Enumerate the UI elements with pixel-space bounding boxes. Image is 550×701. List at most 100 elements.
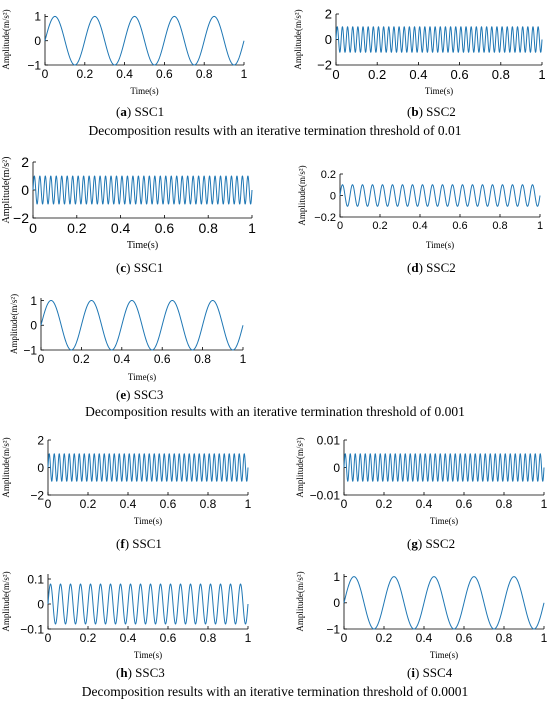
x-axis-label-b: Time(s)	[425, 86, 453, 96]
y-tick-label-h-1: 0	[37, 597, 44, 611]
x-axis-label-f: Time(s)	[134, 516, 162, 526]
x-tick-label-h-0: 0	[45, 631, 52, 645]
x-axis-label-h: Time(s)	[134, 650, 162, 660]
y-tick-label-b-0: −2	[317, 58, 332, 73]
x-tick-label-f-1: 0.2	[80, 497, 97, 511]
x-tick-label-b-0: 0	[332, 67, 339, 82]
x-tick-label-h-5: 1	[245, 631, 252, 645]
x-tick-label-c-3: 0.6	[155, 220, 175, 236]
section-title-3: Decomposition results with an iterative …	[81, 684, 469, 699]
y-tick-label-i-0: −1	[326, 622, 340, 636]
y-tick-label-g-2: 0.01	[317, 433, 341, 447]
x-tick-label-i-2: 0.4	[416, 631, 433, 645]
y-tick-label-c-1: 0	[21, 182, 29, 198]
x-tick-label-g-0: 0	[341, 497, 348, 511]
y-tick-label-d-2: 0.2	[321, 169, 336, 181]
chart-panel-d: 0 0.2 0.4 0.6 0.8 1 −0.2 0 0.2 Time(s) Amplitude(m…	[296, 154, 546, 250]
x-axis-label-e: Time(s)	[128, 372, 156, 382]
y-tick-label-b-1: 0	[325, 32, 332, 47]
x-tick-label-c-2: 0.4	[111, 220, 131, 236]
series-line-a-0	[44, 15, 245, 66]
y-tick-label-h-2: 0.1	[27, 572, 44, 586]
caption-e: (e) SSC3	[116, 387, 164, 402]
chart-panel-e: 0 0.2 0.4 0.6 0.8 1 −1 0 1 Time(s) Amplitude(m/s²)	[8, 290, 248, 382]
chart-panel-f: 0 0.2 0.4 0.6 0.8 1 −2 0 2 Time(s) Amplitude(m/s²)	[0, 432, 252, 526]
y-tick-label-e-1: 0	[30, 319, 37, 333]
x-tick-label-a-3: 0.6	[156, 67, 173, 81]
x-tick-label-g-5: 1	[541, 497, 548, 511]
y-axis-label-h: Amplitude(m/s²)	[1, 571, 11, 631]
y-axis-label-e: Amplitude(m/s²)	[9, 294, 19, 354]
series-line-e-0	[40, 299, 244, 351]
caption-b: (b) SSC2	[407, 104, 456, 119]
x-tick-label-f-4: 0.8	[200, 497, 217, 511]
y-tick-label-a-1: 0	[34, 34, 41, 48]
y-axis-label-g: Amplitude(m/s²)	[295, 437, 305, 497]
y-axis-label-f: Amplitude(m/s²)	[1, 437, 11, 497]
y-axis-label-a: Amplitude(m/s²)	[1, 9, 11, 69]
x-tick-label-i-4: 0.8	[496, 631, 513, 645]
chart-svg-d: 0 0.2 0.4 0.6 0.8 1−0.200.2Time(s)Amplitude(m…	[297, 165, 543, 250]
y-tick-label-i-1: 0	[333, 596, 340, 610]
y-tick-label-a-2: 1	[34, 10, 41, 24]
y-tick-label-f-2: 2	[37, 433, 44, 447]
series-line-f-0	[47, 453, 249, 482]
x-tick-label-d-1: 0.2	[372, 220, 387, 232]
y-tick-label-g-1: 0	[333, 461, 340, 475]
x-tick-label-a-4: 0.8	[196, 67, 213, 81]
caption-h: (h) SSC3	[116, 665, 165, 680]
y-axis-label-b: Amplitude(m/s²)	[293, 9, 303, 69]
x-tick-label-c-5: 1	[248, 220, 256, 236]
x-tick-label-f-5: 1	[245, 497, 252, 511]
y-axis-label-i: Amplitude(m/s²)	[295, 571, 305, 631]
y-tick-label-g-0: −0.01	[310, 488, 341, 502]
x-tick-label-d-2: 0.4	[412, 220, 427, 232]
y-axis-label-d: Amplitude(m/s²)	[297, 165, 307, 225]
series-line-d-0	[339, 184, 541, 207]
x-tick-label-f-0: 0	[45, 497, 52, 511]
x-tick-label-h-1: 0.2	[80, 631, 97, 645]
y-tick-label-c-0: −2	[13, 210, 29, 226]
x-tick-label-i-1: 0.2	[376, 631, 393, 645]
x-tick-label-e-2: 0.4	[113, 352, 130, 366]
section-title-1: Decomposition results with an iterative …	[88, 123, 462, 138]
series-line-h-0	[47, 583, 249, 625]
x-tick-label-h-4: 0.8	[200, 631, 217, 645]
series-line-b-0	[335, 26, 543, 53]
chart-panel-h: 0 0.2 0.4 0.6 0.8 1 −0.1 0 0.1 Time(s) Amplitude(m…	[0, 566, 252, 660]
x-tick-label-c-4: 0.8	[198, 220, 218, 236]
y-tick-label-e-2: 1	[30, 294, 37, 308]
x-tick-label-e-0: 0	[38, 352, 45, 366]
x-axis-label-g: Time(s)	[430, 516, 458, 526]
y-tick-label-h-0: −0.1	[20, 622, 44, 636]
caption-i: (i) SSC4	[407, 665, 453, 680]
x-tick-label-b-3: 0.6	[451, 67, 469, 82]
y-tick-label-d-0: −0.2	[314, 212, 336, 224]
series-line-i-0	[343, 576, 545, 630]
x-tick-label-i-3: 0.6	[456, 631, 473, 645]
y-tick-label-a-0: −1	[27, 58, 41, 72]
y-tick-label-c-2: 2	[21, 154, 29, 170]
y-axis-label-c: Amplitude(m/s²)	[1, 157, 12, 224]
section-title-2: Decomposition results with an iterative …	[85, 404, 465, 419]
series-line-g-0	[343, 453, 545, 482]
y-tick-label-b-2: 2	[325, 7, 332, 22]
caption-g: (g) SSC2	[407, 536, 456, 551]
x-tick-label-c-0: 0	[29, 220, 37, 236]
x-tick-label-g-4: 0.8	[496, 497, 513, 511]
x-tick-label-e-3: 0.6	[154, 352, 171, 366]
chart-panel-i: 0 0.2 0.4 0.6 0.8 1 −1 0 1 Time(s) Amplitude(m/s²)	[294, 566, 548, 660]
series-line-c-0	[32, 175, 253, 205]
x-tick-label-d-0: 0	[337, 220, 343, 232]
x-axis-label-i: Time(s)	[430, 650, 458, 660]
x-tick-label-b-2: 0.4	[409, 67, 427, 82]
chart-panel-c: 0 0.2 0.4 0.6 0.8 1 −2 0 2 Time(s) Amplitude(m/s²)	[0, 154, 256, 251]
y-tick-label-d-1: 0	[330, 190, 336, 202]
y-tick-label-f-0: −2	[30, 488, 44, 502]
x-tick-label-b-5: 1	[538, 67, 545, 82]
x-tick-label-a-0: 0	[42, 67, 49, 81]
x-tick-label-d-4: 0.8	[492, 220, 507, 232]
